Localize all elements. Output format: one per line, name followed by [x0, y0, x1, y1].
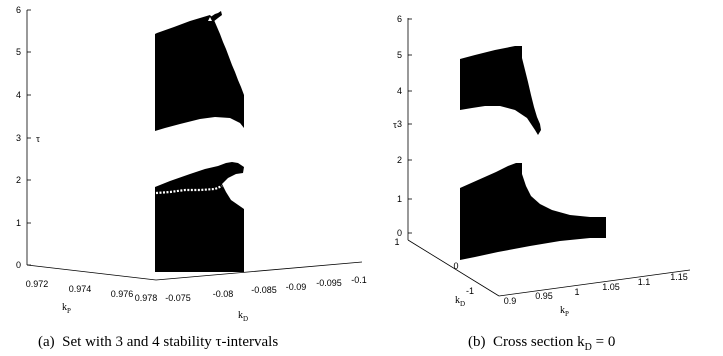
panel-b-y-tick-0: -1 — [466, 286, 474, 296]
caption-b: (b) Cross section kD = 0 — [468, 334, 615, 353]
panel-b-x-label: kP — [560, 305, 569, 318]
panel-b-z-tick-6: 6 — [397, 14, 402, 24]
panel-b-y-label: kD — [455, 295, 465, 308]
panel-b-lower-region — [460, 163, 606, 260]
panel-b-x-tick-5: 1.15 — [670, 272, 688, 282]
panel-b-z-tick-0: 0 — [397, 228, 402, 238]
panel-a-y-label: kD — [238, 310, 248, 323]
panel-b-z-tick-1: 1 — [397, 194, 402, 204]
panel-b-y-tick-1: 0 — [453, 261, 458, 271]
panel-b-x-tick-0: 0.9 — [504, 296, 517, 306]
panel-b-x-tick-4: 1.1 — [638, 277, 651, 287]
panel-b-z-tick-5: 5 — [397, 50, 402, 60]
panel-b-x-tick-1: 0.95 — [535, 291, 553, 301]
caption-b-eq: = 0 — [591, 334, 616, 350]
panel-a-x-label: kP — [62, 302, 71, 315]
panel-b-z-tick-3: 3 — [397, 119, 402, 129]
caption-a: (a) Set with 3 and 4 stability τ-interva… — [38, 334, 278, 351]
panel-a-upper-region — [155, 15, 244, 131]
caption-b-label: (b) — [468, 334, 486, 350]
panel-b-x-tick-3: 1.05 — [602, 282, 620, 292]
caption-a-label: (a) — [38, 334, 55, 350]
panel-a-y-tick-4: -0.095 — [316, 278, 342, 288]
panel-b-x-tick-2: 1 — [574, 287, 579, 297]
panel-a-x-tick-3: 0.978 — [135, 293, 158, 303]
panel-b-x-axis — [498, 269, 691, 297]
panel-a-lower-region — [155, 162, 244, 272]
panel-a-z-tick-3: 3 — [16, 133, 21, 143]
panel-a-z-tick-5: 5 — [16, 47, 21, 57]
panel-a-z-tick-4: 4 — [16, 90, 21, 100]
panel-a-z-tick-1: 1 — [16, 218, 21, 228]
panel-a-x-axis — [26, 264, 157, 281]
panel-a-z-ticks: 0 1 2 3 4 5 6 — [16, 5, 31, 270]
caption-b-text: Cross section k — [493, 334, 585, 350]
panel-a-x-tick-2: 0.976 — [111, 289, 134, 299]
panel-b-upper-region — [460, 46, 541, 135]
panel-b-z-tick-2: 2 — [397, 155, 402, 165]
panel-a-x-ticks: 0.972 0.974 0.976 0.978 — [26, 279, 158, 303]
panel-a-z-tick-0: 0 — [16, 260, 21, 270]
panel-a-z-tick-2: 2 — [16, 175, 21, 185]
panel-b-z-label: τ — [393, 120, 397, 131]
panel-a-crack — [155, 184, 223, 195]
panel-a-x-tick-1: 0.974 — [69, 284, 92, 294]
panel-a-y-tick-2: -0.085 — [251, 285, 277, 295]
panel-b-plot: 0 1 2 3 4 5 6 7 τ -1 0 1 kD 0.9 0.95 1 1… — [393, 14, 691, 318]
caption-b-sub: D — [584, 342, 592, 353]
panel-a-x-tick-0: 0.972 — [26, 279, 49, 289]
panel-a-y-tick-1: -0.08 — [213, 289, 234, 299]
panel-b-y-axis — [407, 239, 500, 297]
panel-a-y-tick-0: -0.075 — [165, 293, 191, 303]
panel-a-y-axis — [155, 261, 363, 281]
panel-a-plot: 0 1 2 3 4 5 6 τ 0.972 0.974 0.976 0.978 … — [16, 5, 367, 323]
panel-a-y-tick-5: -0.1 — [351, 275, 367, 285]
panel-a-upper-tip — [203, 11, 222, 24]
panel-a-z-tick-6: 6 — [16, 5, 21, 15]
panel-b-y-ticks: -1 0 1 — [394, 237, 474, 296]
panel-a-y-tick-3: -0.09 — [286, 282, 307, 292]
panel-b-x-ticks: 0.9 0.95 1 1.05 1.1 1.15 — [504, 272, 688, 306]
caption-a-text: Set with 3 and 4 stability τ-intervals — [62, 334, 279, 350]
panel-b-z-tick-4: 4 — [397, 86, 402, 96]
panel-a-y-ticks: -0.075 -0.08 -0.085 -0.09 -0.095 -0.1 — [165, 275, 367, 303]
panel-a-z-label: τ — [36, 134, 40, 145]
panel-b-y-tick-2: 1 — [394, 237, 399, 247]
panel-b-z-ticks: 0 1 2 3 4 5 6 7 — [397, 14, 412, 238]
